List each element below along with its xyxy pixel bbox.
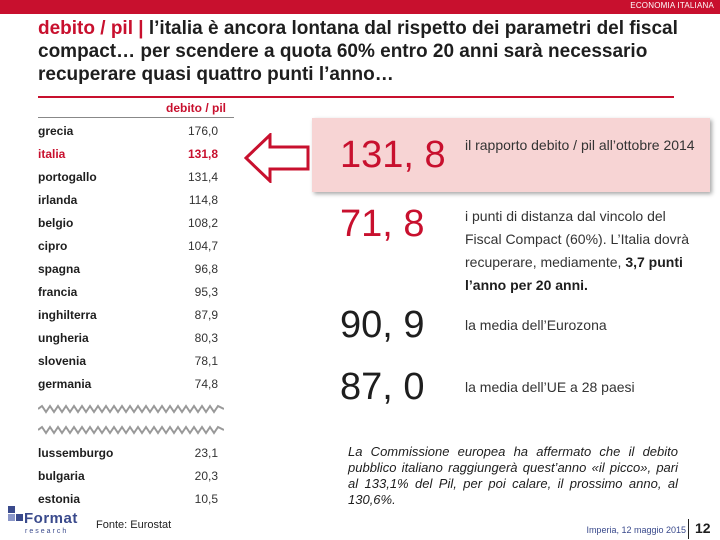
country-value: 131,4: [187, 170, 218, 184]
country-value: 176,0: [187, 124, 218, 138]
stat-desc-eurozone: la media dell’Eurozona: [465, 314, 697, 337]
stat-desc-eu28: la media dell’UE a 28 paesi: [465, 376, 697, 399]
table-row: spagna 96,8: [38, 262, 218, 282]
left-arrow-icon: [244, 133, 310, 183]
table-row: slovenia 78,1: [38, 354, 218, 374]
stat-desc-text: la media dell’UE a 28 paesi: [465, 379, 635, 395]
table-row: francia 95,3: [38, 285, 218, 305]
commission-note: La Commissione europea ha affermato che …: [348, 444, 678, 507]
footer-date: Imperia, 12 maggio 2015: [586, 525, 686, 535]
table-row: ungheria 80,3: [38, 331, 218, 351]
table-row: estonia 10,5: [38, 492, 218, 512]
country-name: slovenia: [38, 354, 87, 368]
table-row: grecia 176,0: [38, 124, 218, 144]
stat-value-gap: 71, 8: [340, 203, 425, 245]
title-lead: debito / pil |: [38, 18, 149, 39]
country-name: lussemburgo: [38, 446, 114, 460]
country-name: italia: [38, 147, 66, 161]
country-name: spagna: [38, 262, 81, 276]
page-number: 12: [695, 520, 711, 536]
stat-desc-gap: i punti di distanza dal vincolo del Fisc…: [465, 205, 697, 297]
logo-mark-icon: [8, 506, 23, 521]
table-header: debito / pil: [166, 101, 226, 115]
country-name: grecia: [38, 124, 74, 138]
logo-text: Format: [24, 510, 78, 527]
country-value: 131,8: [187, 147, 218, 161]
country-name: cipro: [38, 239, 68, 253]
table-row: germania 74,8: [38, 377, 218, 397]
country-name: inghilterra: [38, 308, 97, 322]
zigzag-break-icon: [38, 425, 224, 435]
country-value: 95,3: [194, 285, 218, 299]
country-name: portogallo: [38, 170, 97, 184]
zigzag-break-icon: [38, 404, 224, 414]
logo-subtext: research: [25, 528, 69, 535]
country-value: 78,1: [194, 354, 218, 368]
stat-desc-text: il rapporto debito / pil all’ottobre 201…: [465, 137, 695, 153]
country-value: 104,7: [187, 239, 218, 253]
slide-title: debito / pil | l’italia è ancora lontana…: [38, 17, 698, 86]
country-name: estonia: [38, 492, 81, 506]
table-row: cipro 104,7: [38, 239, 218, 259]
table-row: inghilterra 87,9: [38, 308, 218, 328]
highlight-box: [312, 118, 710, 192]
section-label: ECONOMIA ITALIANA: [630, 1, 714, 10]
stat-desc-bold: 3,7 punti l’anno per 20 anni.: [465, 254, 683, 293]
footer-separator: [688, 519, 689, 539]
table-row: lussemburgo 23,1: [38, 446, 218, 466]
stat-desc-text: i punti di distanza dal vincolo del Fisc…: [465, 208, 690, 270]
country-name: irlanda: [38, 193, 78, 207]
stat-value-eurozone: 90, 9: [340, 304, 425, 346]
country-name: germania: [38, 377, 92, 391]
country-value: 114,8: [188, 193, 218, 207]
source-label: Fonte: Eurostat: [96, 519, 172, 531]
table-row: bulgaria 20,3: [38, 469, 218, 489]
country-value: 87,9: [194, 308, 218, 322]
country-name: belgio: [38, 216, 74, 230]
country-value: 108,2: [187, 216, 218, 230]
country-value: 74,8: [194, 377, 218, 391]
country-name: bulgaria: [38, 469, 85, 483]
table-row-highlight: italia 131,8: [38, 147, 218, 167]
table-row: portogallo 131,4: [38, 170, 218, 190]
country-value: 20,3: [194, 469, 218, 483]
table-header-line: [38, 117, 234, 118]
top-bar: ECONOMIA ITALIANA: [0, 0, 720, 14]
table-row: belgio 108,2: [38, 216, 218, 236]
stat-desc-text: la media dell’Eurozona: [465, 317, 607, 333]
format-logo-icon: Format research: [8, 504, 88, 536]
title-rule: [38, 96, 674, 98]
country-value: 23,1: [194, 446, 218, 460]
country-value: 80,3: [194, 331, 218, 345]
stat-value-debt-ratio: 131, 8: [340, 134, 446, 176]
stat-value-eu28: 87, 0: [340, 366, 425, 408]
title-text: l’italia è ancora lontana dal rispetto d…: [38, 18, 678, 85]
table-row: irlanda 114,8: [38, 193, 218, 213]
country-name: ungheria: [38, 331, 89, 345]
country-name: francia: [38, 285, 78, 299]
stat-desc-debt-ratio: il rapporto debito / pil all’ottobre 201…: [465, 134, 697, 157]
country-value: 96,8: [194, 262, 218, 276]
country-value: 10,5: [194, 492, 218, 506]
